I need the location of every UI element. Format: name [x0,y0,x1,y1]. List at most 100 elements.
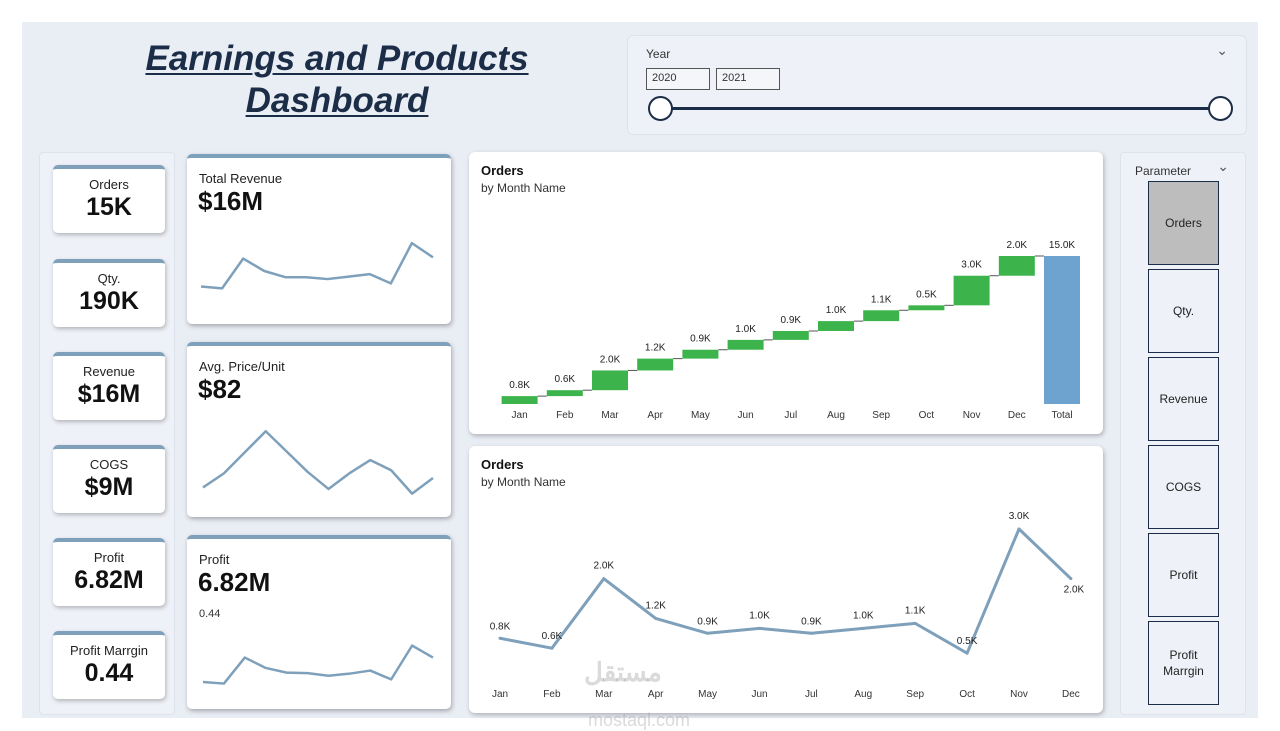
year-slicer-label: Year [646,47,671,61]
x-tick-label: May [691,410,710,421]
x-tick-label: Jul [784,410,797,421]
waterfall-bar [953,275,990,306]
data-label: 1.0K [853,610,874,621]
chart-title: Orders [481,457,524,472]
waterfall-bar [546,390,583,397]
x-tick-label: Oct [919,410,935,421]
sparkline-card-profit: Profit 6.82M 0.44 [187,535,451,709]
parameter-option-profit-margin[interactable]: Profit Marrgin [1148,621,1219,705]
line-chart: 0.8K Jan 0.6K Feb 2.0K Mar 1.2K Apr 0.9K May 1.0K J… [490,511,1085,700]
data-label: 0.8K [490,621,511,632]
kpi-label: COGS [89,457,129,472]
sparkline-value: 6.82M [198,567,271,597]
kpi-label: Revenue [82,364,136,379]
data-label: 0.5K [957,636,978,647]
x-tick-label: Feb [556,410,574,421]
sparkline-chart [202,429,434,495]
parameter-panel: Parameter ⌄ Orders Qty. Revenue COGS Pro… [1120,152,1246,715]
x-tick-label: Nov [1010,689,1028,700]
waterfall-chart-card: 0.8K Jan 0.6K Feb 2.0K Mar 1.2K Apr 0.9K May 1.0K J… [469,152,1103,434]
sparkline-line [202,429,434,495]
sparkline-chart [202,644,434,685]
data-label: 1.2K [645,600,666,611]
data-point [965,651,969,655]
parameter-option-cogs[interactable]: COGS [1148,445,1219,529]
data-label: 1.0K [826,305,847,316]
data-point [758,626,761,630]
waterfall-chart: 0.8K Jan 0.6K Feb 2.0K Mar 1.2K Apr 0.9K May 1.0K J… [501,240,1080,421]
data-point [498,636,502,640]
kpi-label: Qty. [97,271,121,286]
kpi-value: 0.44 [84,659,134,687]
data-point [1069,577,1073,581]
sparkline-label: Avg. Price/Unit [199,359,285,374]
year-end-input[interactable]: 2021 [716,68,780,90]
watermark-logo: مستقل [584,657,662,687]
waterfall-bar [592,370,628,391]
kpi-card-revenue: Revenue $16M [53,352,165,420]
waterfall-bar [772,330,809,340]
waterfall-bar [998,256,1035,276]
kpi-card-cogs: COGS $9M [53,445,165,513]
data-label: 15.0K [1049,240,1075,251]
waterfall-bar [908,305,945,311]
data-label: 1.1K [871,294,892,305]
x-tick-label: Mar [595,689,613,700]
kpi-card-qty: Qty. 190K [53,259,165,327]
chevron-down-icon[interactable]: ⌄ [1216,42,1228,58]
data-label: 0.9K [697,616,718,627]
x-tick-label: Aug [854,689,872,700]
kpi-value: $16M [77,380,141,408]
x-tick-label: Sep [906,689,924,700]
kpi-label: Profit Marrgin [69,643,149,658]
x-tick-label: Jan [512,410,528,421]
kpi-value: 6.82M [74,566,144,594]
kpi-label: Profit [93,550,125,565]
data-label: 0.6K [542,631,563,642]
x-tick-label: Sep [872,410,890,421]
x-tick-label: Dec [1062,689,1080,700]
waterfall-bar [637,358,674,371]
sparkline-chart [200,241,434,290]
kpi-label: Orders [89,177,129,192]
waterfall-bar [501,396,538,404]
kpi-value: $9M [84,473,134,501]
kpi-card-profit: Profit 6.82M [53,538,165,606]
x-tick-label: Apr [648,689,664,700]
waterfall-bar [682,349,719,359]
chevron-down-icon[interactable]: ⌄ [1217,158,1229,174]
data-label: 2.0K [594,561,615,572]
sparkline-card-total-revenue: Total Revenue $16M [187,154,451,324]
data-label: 1.0K [749,610,770,621]
data-label: 0.6K [555,374,576,385]
watermark-url: mostaql.com [588,710,691,730]
data-point [550,646,554,650]
parameter-option-revenue[interactable]: Revenue [1148,357,1219,441]
parameter-option-profit[interactable]: Profit [1148,533,1219,617]
data-label: 0.5K [916,289,937,300]
kpi-card-orders: Orders 15K [53,165,165,233]
year-slider-start-handle[interactable] [648,96,673,121]
parameter-option-qty[interactable]: Qty. [1148,269,1219,353]
data-label: 1.0K [735,324,756,335]
waterfall-bar [863,310,900,322]
data-label: 2.0K [600,354,621,365]
data-label: 1.2K [645,343,666,354]
year-slider-track[interactable] [660,107,1222,110]
data-label: 1.1K [905,605,926,616]
chart-subtitle: by Month Name [481,475,566,489]
year-start-input[interactable]: 2020 [646,68,710,90]
x-tick-label: Feb [543,689,561,700]
parameter-option-orders[interactable]: Orders [1148,181,1219,265]
year-slicer[interactable]: Year ⌄ 2020 2021 [627,35,1247,135]
sparkline-label: Profit [199,552,230,567]
data-point [913,621,917,625]
data-point [706,631,710,635]
x-tick-label: Total [1051,410,1072,421]
sparkline-value: $16M [198,186,264,216]
data-label: 0.8K [509,380,530,391]
data-point [809,631,813,635]
year-slider-end-handle[interactable] [1208,96,1233,121]
kpi-card-profit-margin: Profit Marrgin 0.44 [53,631,165,699]
kpi-value: 190K [79,287,139,315]
